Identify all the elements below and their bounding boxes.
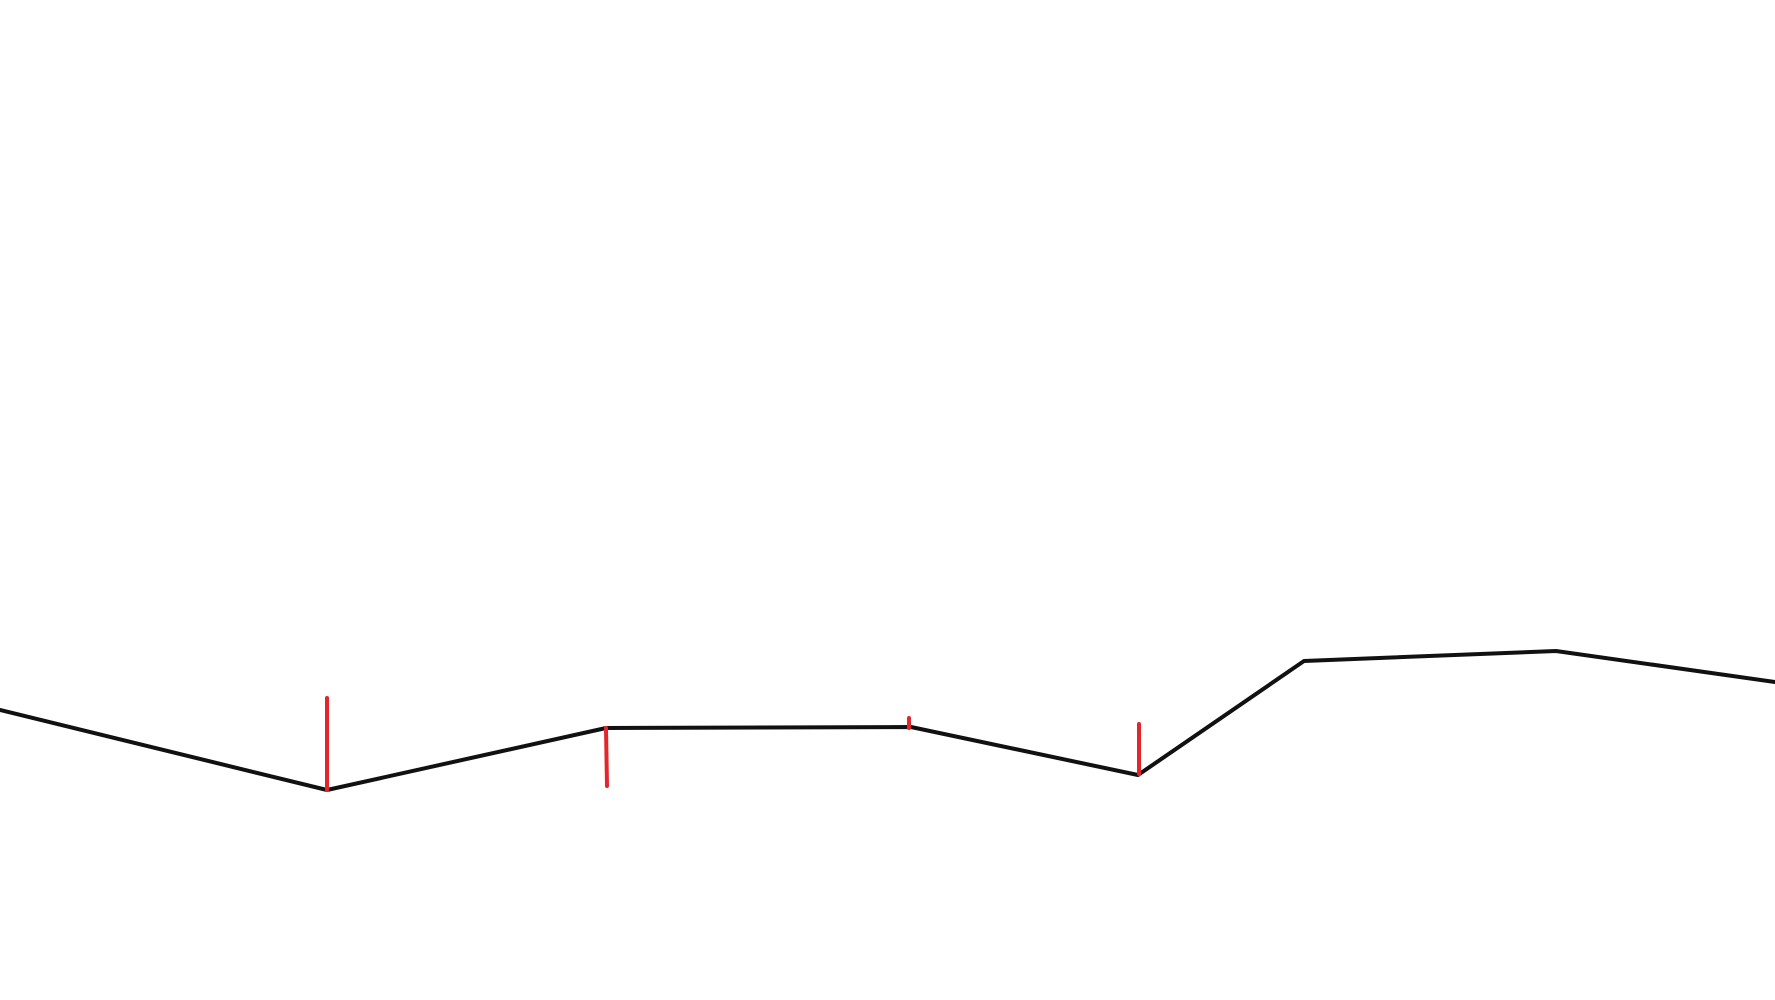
red-markers	[325, 696, 1141, 792]
terrain-profile-line	[0, 649, 1775, 792]
marker-2	[604, 726, 609, 788]
